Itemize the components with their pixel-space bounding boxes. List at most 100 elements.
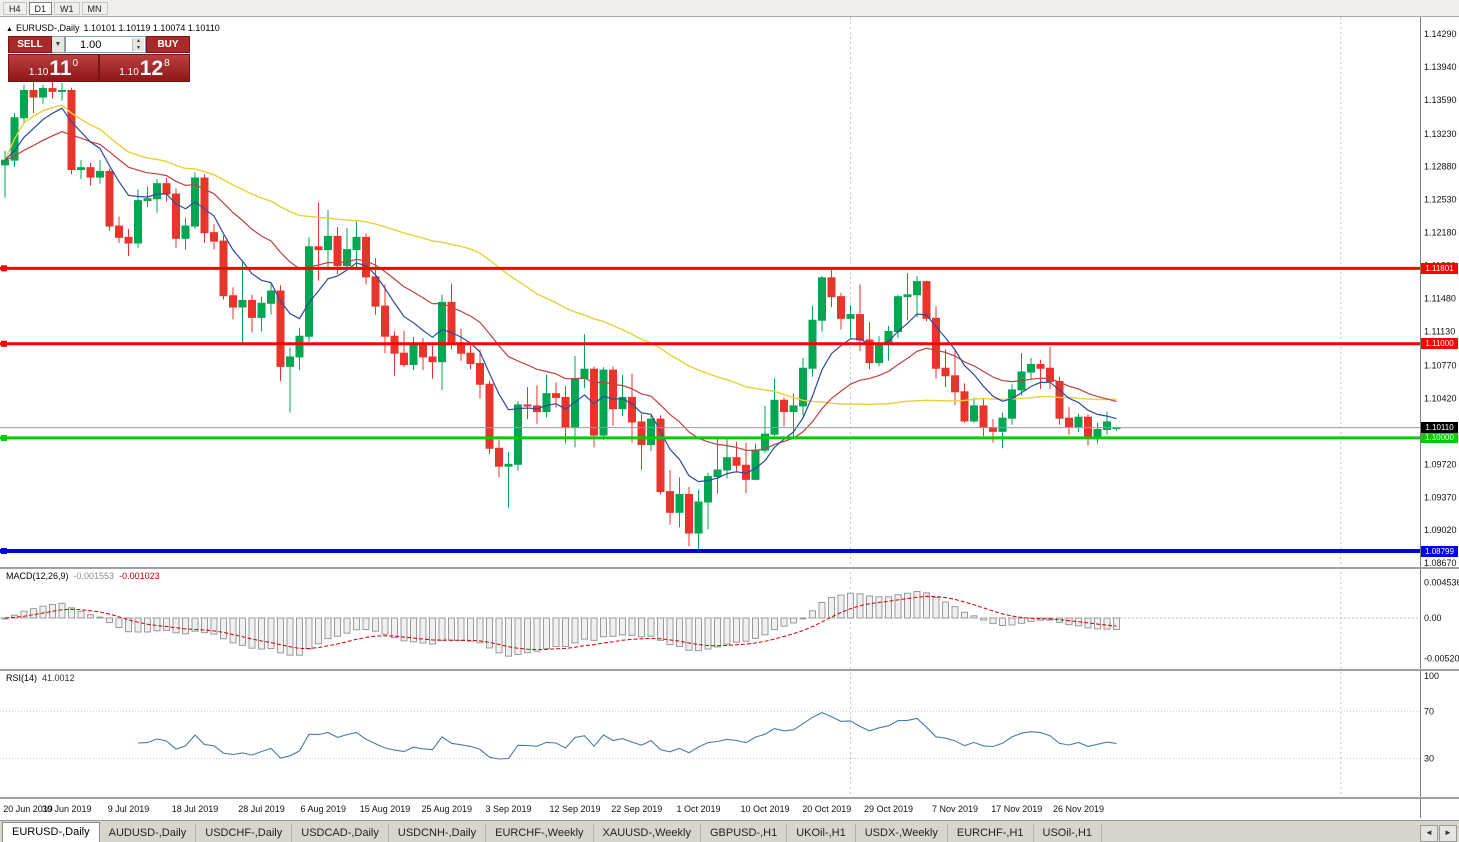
macd-histogram-bar (96, 616, 104, 619)
chart-tab-usdcnh-daily[interactable]: USDCNH-,Daily (389, 824, 487, 842)
macd-histogram-bar (87, 614, 94, 619)
macd-indicator-label: MACD(12,26,9) -0.001553 -0.001023 (6, 571, 160, 581)
timeframe-button-w1[interactable]: W1 (54, 1, 80, 15)
macd-histogram-bar (505, 617, 512, 657)
candle-up (723, 457, 731, 471)
macd-histogram-bar (457, 617, 465, 642)
macd-signal-value: -0.001023 (119, 571, 160, 581)
candle-down (485, 383, 494, 449)
candle-down (685, 493, 693, 534)
chart-canvas[interactable]: 1.14290 1.13940 1.13590 1.13230 1.12880 1.125… (0, 0, 1459, 820)
macd-histogram-bar (932, 597, 940, 619)
tab-scroll-left-button[interactable]: ◄ (1420, 824, 1438, 842)
macd-histogram-bar (343, 617, 351, 634)
buy-button[interactable]: BUY (146, 36, 190, 53)
timeframe-button-h4[interactable]: H4 (3, 1, 27, 15)
price-axis-label: 1.13940 (1424, 62, 1457, 72)
macd-histogram-bar (695, 617, 702, 652)
macd-histogram-bar (229, 617, 237, 644)
price-tag-resistance-mid[interactable]: 1.11000 (1421, 338, 1458, 350)
date-axis-label: 15 Aug 2019 (360, 804, 411, 814)
candle-up (894, 296, 902, 333)
rsi-line (137, 711, 1117, 760)
chart-tab-usdchf-daily[interactable]: USDCHF-,Daily (196, 824, 293, 842)
macd-histogram-bar (790, 617, 797, 624)
macd-histogram-bar (267, 617, 275, 650)
chart-tab-xauusd-weekly[interactable]: XAUUSD-,Weekly (594, 824, 701, 842)
price-axis-label: 1.12530 (1424, 195, 1457, 205)
macd-histogram-bar (125, 617, 132, 633)
hline-handle-resistance-mid[interactable] (1, 340, 7, 347)
buy-price-button[interactable]: 1.10 12 8 (99, 54, 190, 82)
date-axis-label: 3 Sep 2019 (485, 804, 531, 814)
volume-dropdown-button[interactable]: ▼ (52, 36, 65, 53)
candle-down (162, 183, 171, 195)
chart-tab-usoil-h1[interactable]: USOil-,H1 (1034, 824, 1103, 842)
candle-up (704, 476, 712, 503)
macd-histogram-bar (419, 617, 427, 644)
hline-handle-support-round[interactable] (1, 434, 7, 441)
candle-up (1, 159, 9, 166)
date-axis-label: 17 Nov 2019 (991, 804, 1042, 814)
timeframe-button-mn[interactable]: MN (81, 1, 108, 15)
chart-tab-eurusd-daily[interactable]: EURUSD-,Daily (2, 822, 100, 842)
price-tag-support-lower[interactable]: 1.08799 (1421, 545, 1458, 557)
macd-histogram-bar (410, 617, 417, 643)
date-axis-label: 10 Oct 2019 (740, 804, 789, 814)
volume-spinner[interactable]: ▲ ▼ (132, 38, 144, 51)
chart-tab-eurchf-h1[interactable]: EURCHF-,H1 (948, 824, 1034, 842)
sell-price-button[interactable]: 1.10 11 0 (8, 54, 99, 82)
candle-down (86, 167, 95, 178)
chart-symbol-label: ▲ EURUSD-,Daily 1.10101 1.10119 1.10074 1.… (6, 23, 224, 33)
price-tag-resistance-upper[interactable]: 1.11801 (1421, 262, 1458, 274)
volume-input[interactable]: 1.00 ▲ ▼ (65, 36, 146, 53)
candle-down (314, 246, 323, 251)
macd-histogram-bar (600, 617, 607, 638)
chart-tab-audusd-daily[interactable]: AUDUSD-,Daily (100, 824, 197, 842)
macd-histogram-bar (210, 617, 218, 635)
date-axis-label: 22 Sep 2019 (611, 804, 662, 814)
candle-up (352, 236, 361, 251)
macd-histogram-bar (476, 617, 484, 644)
candle-down (419, 344, 427, 358)
macd-histogram-bar (866, 595, 873, 619)
price-tag-support-round[interactable]: 1.10000 (1421, 432, 1458, 444)
candle-up (998, 417, 1007, 432)
candle-down (827, 277, 836, 298)
price-axis-label: 1.11480 (1424, 294, 1456, 304)
candle-up (514, 404, 522, 465)
hline-handle-support-lower[interactable] (1, 548, 7, 555)
rsi-indicator-label: RSI(14) 41.0012 (6, 673, 75, 683)
chart-tab-gbpusd-h1[interactable]: GBPUSD-,H1 (701, 824, 788, 842)
candle-down (732, 457, 741, 466)
candle-up (970, 405, 978, 422)
buy-price-pip: 8 (164, 58, 170, 69)
chevron-down-icon: ▼ (54, 41, 62, 48)
sell-button[interactable]: SELL (8, 36, 52, 53)
chart-tab-usdx-weekly[interactable]: USDX-,Weekly (856, 824, 948, 842)
macd-histogram-bar (828, 596, 835, 619)
tab-scroll-right-button[interactable]: ► (1439, 824, 1457, 842)
chart-tab-eurchf-weekly[interactable]: EURCHF-,Weekly (486, 824, 594, 842)
macd-histogram-bar (1103, 617, 1111, 630)
chart-tab-ukoil-h1[interactable]: UKOil-,H1 (787, 824, 856, 842)
macd-signal-line (4, 595, 1117, 651)
macd-histogram-bar (220, 617, 227, 640)
timeframe-button-d1[interactable]: D1 (28, 1, 53, 15)
symbol-title: EURUSD-,Daily (15, 23, 80, 33)
hline-handle-resistance-upper[interactable] (1, 265, 7, 272)
macd-histogram-bar (780, 617, 788, 627)
macd-axis-label: 0.00 (1424, 613, 1442, 623)
ma-fast-line (4, 107, 1117, 483)
macd-name: MACD(12,26,9) (6, 571, 69, 581)
ohlc-values: 1.10101 1.10119 1.10074 1.10110 (83, 23, 220, 33)
macd-histogram-bar (448, 617, 455, 641)
macd-histogram-bar (362, 617, 370, 631)
macd-histogram-bar (1094, 617, 1101, 630)
macd-histogram-bar (163, 617, 170, 631)
macd-histogram-bar (258, 617, 265, 650)
candle-down (865, 339, 874, 364)
macd-main-value: -0.001553 (73, 571, 115, 581)
chart-tab-usdcad-daily[interactable]: USDCAD-,Daily (292, 824, 389, 842)
macd-histogram-bar (30, 608, 37, 619)
